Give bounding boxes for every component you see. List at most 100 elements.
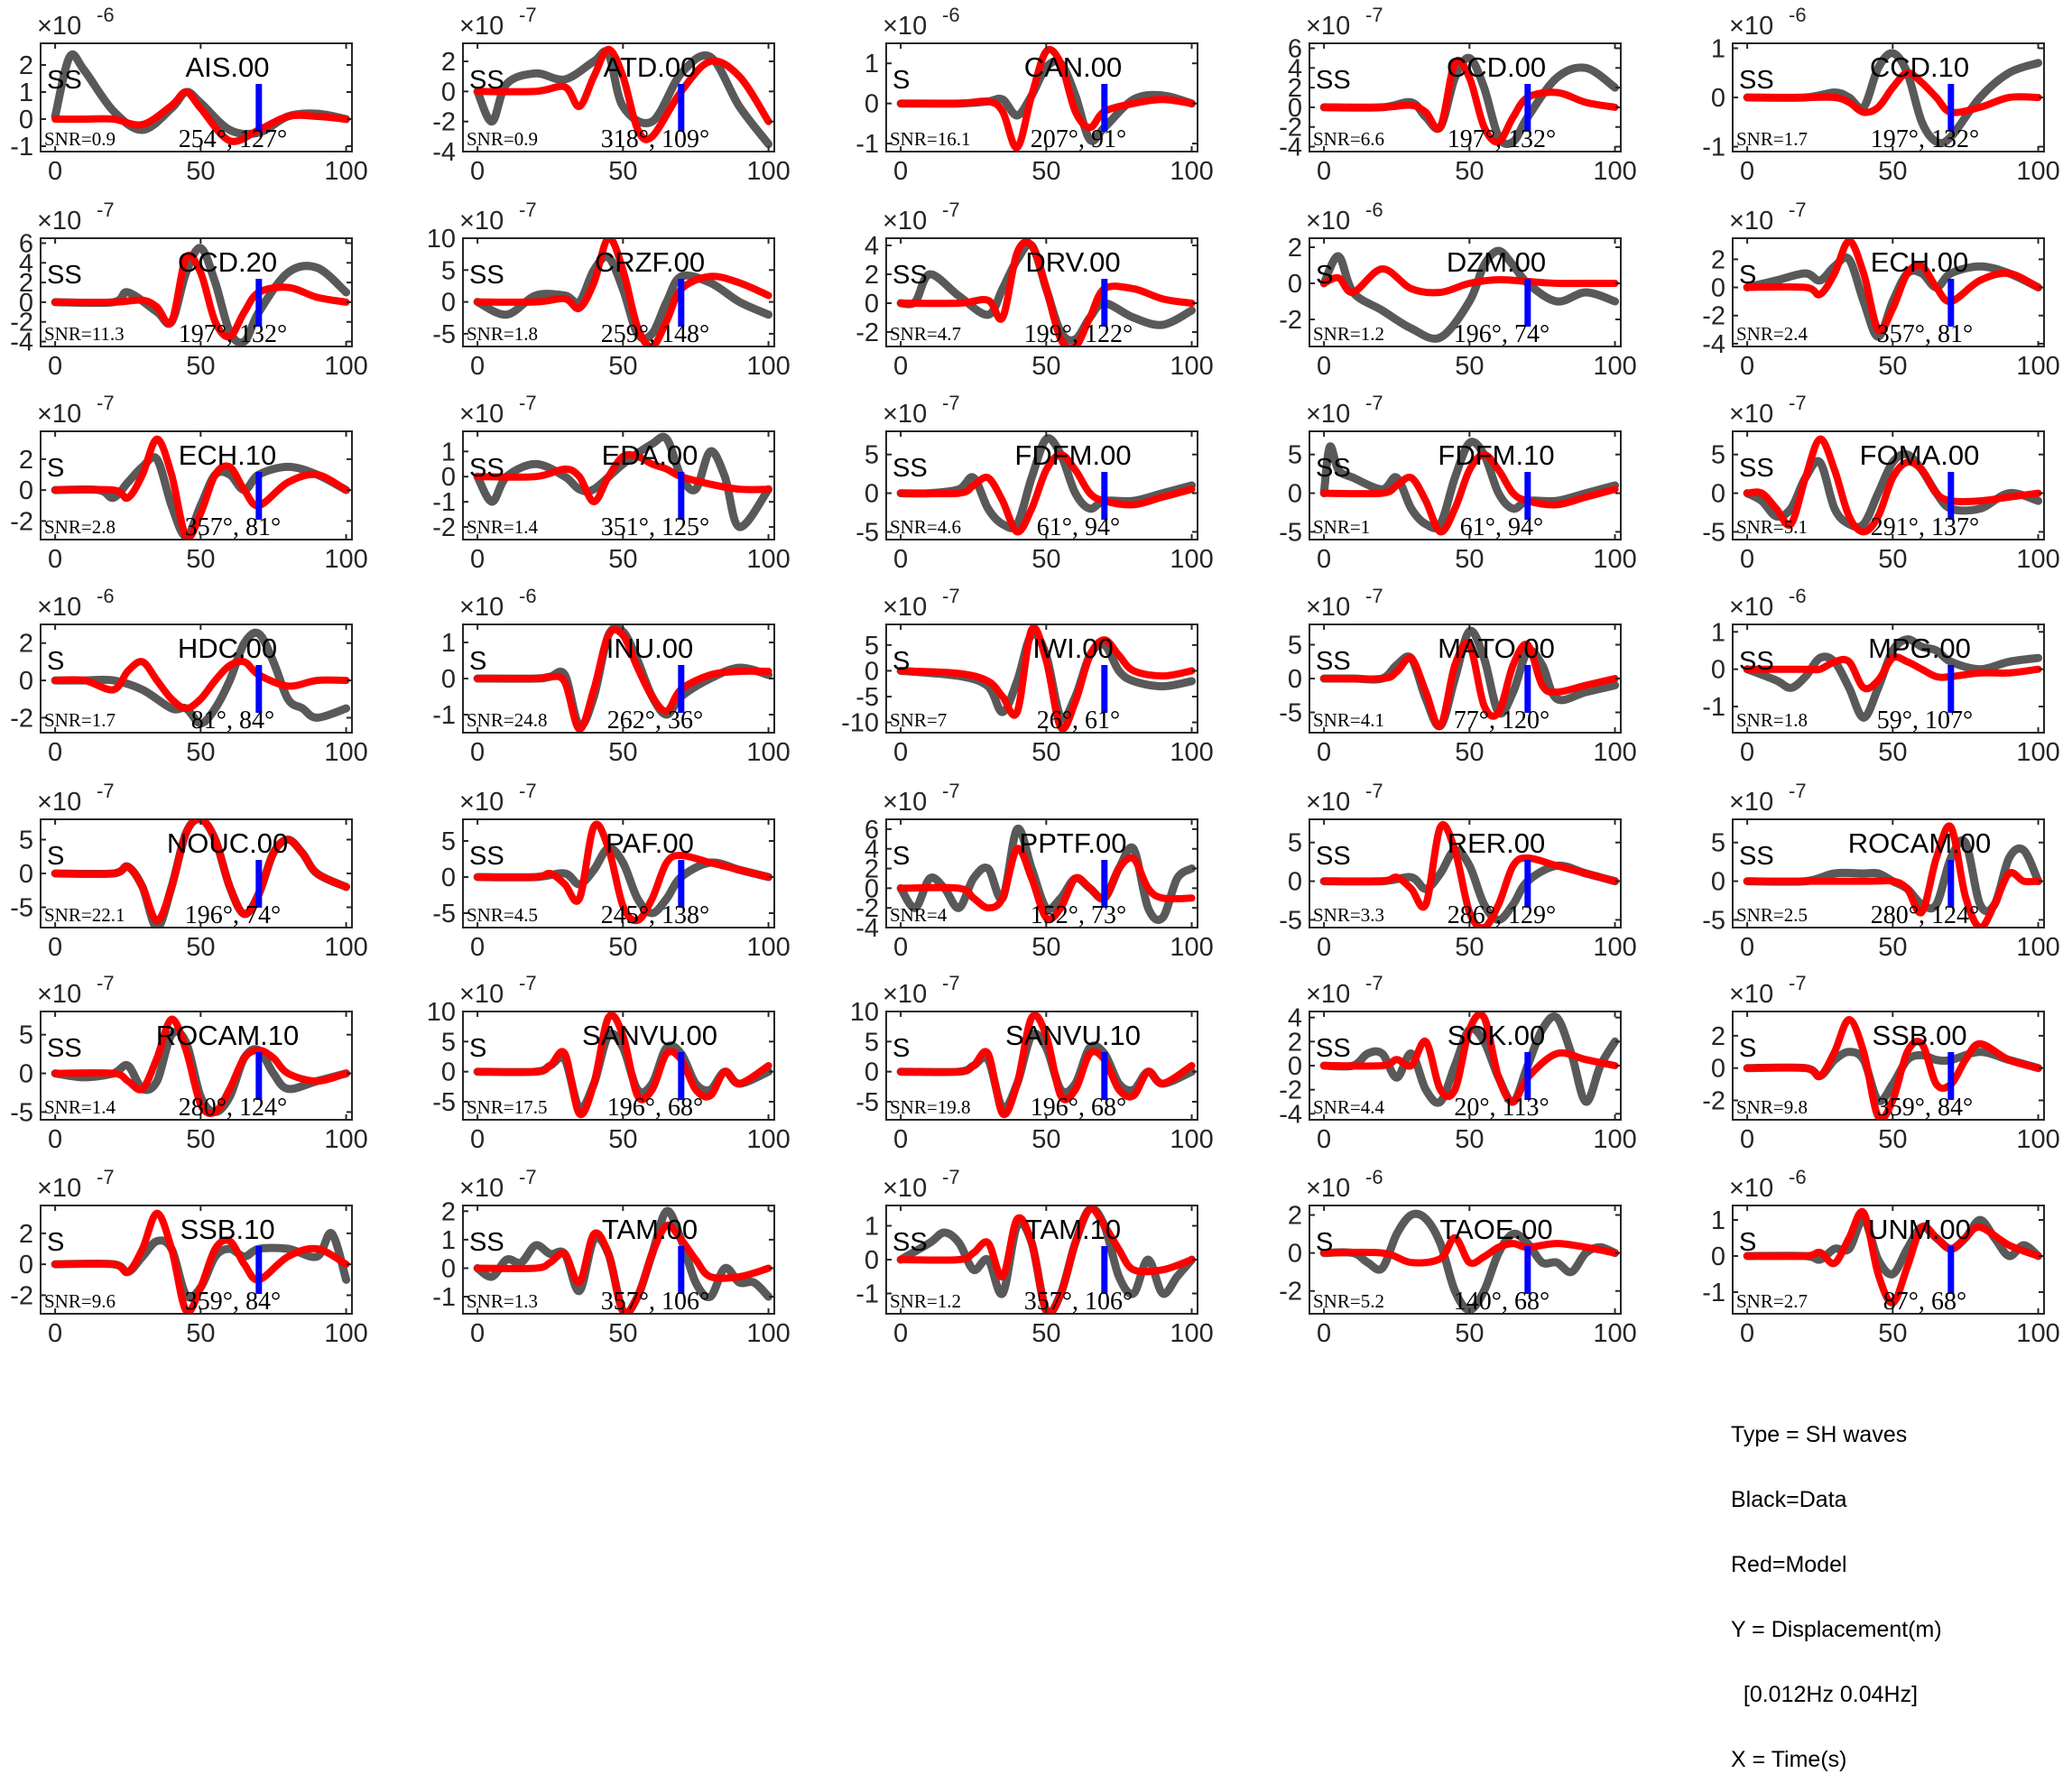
y-exponent-power: -7 bbox=[942, 585, 960, 607]
phase-label: SS bbox=[469, 454, 504, 483]
series-model-line bbox=[474, 1221, 772, 1314]
x-tick-label: 0 bbox=[1740, 933, 1754, 962]
series-data-line bbox=[1319, 1012, 1620, 1107]
y-tick-label: -2 bbox=[10, 507, 33, 536]
phase-label: S bbox=[469, 647, 486, 676]
y-tick-label: -2 bbox=[432, 513, 456, 542]
station-label: FDFM.10 bbox=[1438, 439, 1554, 471]
y-tick-label: 0 bbox=[1288, 1052, 1302, 1081]
phase-label: SS bbox=[1316, 647, 1351, 676]
phase-label: SS bbox=[1739, 66, 1774, 95]
snr-label: SNR=2.8 bbox=[44, 516, 116, 538]
y-tick-label: 5 bbox=[865, 1028, 879, 1057]
station-label: CCD.20 bbox=[178, 246, 277, 278]
y-exponent-label: ×10 bbox=[883, 788, 927, 817]
series-data-line bbox=[473, 432, 773, 531]
station-label: IWI.00 bbox=[1032, 633, 1114, 664]
x-tick-label: 100 bbox=[1170, 157, 1213, 186]
x-tick-label: 50 bbox=[608, 738, 637, 767]
y-exponent-label: ×10 bbox=[459, 400, 504, 429]
y-tick-label: 2 bbox=[19, 446, 33, 475]
y-exponent-label: ×10 bbox=[459, 980, 504, 1009]
y-tick-label: 0 bbox=[19, 106, 33, 134]
axes-frame bbox=[1732, 818, 2045, 928]
axes-frame bbox=[462, 430, 775, 540]
azimuth-takeoff-label: 357°, 81° bbox=[185, 513, 281, 541]
series-model-line bbox=[1320, 265, 1619, 297]
x-tick-label: 50 bbox=[1455, 1125, 1484, 1154]
x-tick-label: 100 bbox=[746, 738, 790, 767]
y-tick-label: 5 bbox=[441, 1028, 456, 1057]
x-tick-label: 100 bbox=[324, 545, 367, 574]
y-tick-label: -2 bbox=[856, 894, 879, 923]
snr-label: SNR=0.9 bbox=[467, 128, 538, 150]
series-model-line bbox=[51, 1209, 350, 1314]
azimuth-takeoff-label: 196°, 68° bbox=[607, 1094, 703, 1122]
panel-tam-10: 0 50 100 -1 0 1×10 -7 SS TAM.10 SNR=1.2 357°, 106° bbox=[856, 1166, 1214, 1348]
x-tick-label: 0 bbox=[48, 157, 62, 186]
axes-frame bbox=[1309, 818, 1622, 928]
snr-label: SNR=5.1 bbox=[1736, 516, 1808, 538]
y-exponent-label: ×10 bbox=[883, 980, 927, 1009]
series-model-line bbox=[897, 845, 1196, 923]
azimuth-takeoff-label: 77°, 120° bbox=[1454, 707, 1549, 734]
y-tick-label: 0 bbox=[441, 78, 456, 106]
legend-yaxis: Y = Displacement(m) bbox=[1731, 1617, 1942, 1642]
x-tick-label: 0 bbox=[48, 933, 62, 962]
x-tick-label: 50 bbox=[1455, 352, 1484, 381]
legend-band: [0.012Hz 0.04Hz] bbox=[1731, 1682, 1919, 1707]
y-tick-label: 5 bbox=[865, 441, 879, 470]
azimuth-takeoff-label: 359°, 84° bbox=[185, 1288, 281, 1316]
snr-label: SNR=4.5 bbox=[467, 904, 538, 926]
y-tick-label: 0 bbox=[19, 1060, 33, 1089]
y-tick-label: -2 bbox=[10, 309, 33, 337]
azimuth-takeoff-label: 87°, 68° bbox=[1883, 1288, 1966, 1316]
panel-rocam-00: 0 50 100 -5 0 5×10 -7 SS ROCAM.00 SNR=2.5 280°, 12… bbox=[1702, 780, 2060, 962]
y-tick-label: 2 bbox=[1711, 1022, 1725, 1051]
snr-label: SNR=1.4 bbox=[44, 1096, 116, 1118]
y-tick-label: 2 bbox=[1288, 1202, 1302, 1231]
axes-frame bbox=[1309, 430, 1622, 540]
azimuth-takeoff-label: 286°, 129° bbox=[1448, 901, 1556, 929]
axes-frame bbox=[462, 42, 775, 152]
series-model-line bbox=[51, 251, 350, 341]
x-tick-label: 0 bbox=[470, 1125, 485, 1154]
y-exponent-label: ×10 bbox=[37, 593, 81, 622]
azimuth-takeoff-label: 59°, 107° bbox=[1877, 707, 1973, 734]
phase-label: SS bbox=[893, 261, 928, 290]
azimuth-takeoff-label: 197°, 132° bbox=[179, 320, 287, 348]
panel-paf-00: 0 50 100 -5 0 5×10 -7 SS PAF.00 SNR=4.5 245°, 138° bbox=[432, 780, 791, 962]
phase-label: S bbox=[47, 842, 64, 871]
x-tick-label: 50 bbox=[1031, 1319, 1060, 1348]
y-tick-label: -2 bbox=[432, 108, 456, 137]
phase-label: S bbox=[893, 647, 910, 676]
series-model-line bbox=[897, 450, 1196, 536]
phase-label: S bbox=[1739, 1034, 1756, 1063]
azimuth-takeoff-label: 318°, 109° bbox=[601, 125, 709, 153]
x-tick-label: 0 bbox=[470, 933, 485, 962]
station-label: CCD.00 bbox=[1447, 51, 1546, 83]
station-label: FDFM.00 bbox=[1014, 439, 1131, 471]
x-tick-label: 100 bbox=[746, 157, 790, 186]
y-tick-label: 0 bbox=[865, 290, 879, 319]
y-tick-label: 0 bbox=[1288, 868, 1302, 897]
axes-frame bbox=[1309, 1205, 1622, 1315]
panel-rer-00: 0 50 100 -5 0 5×10 -7 SS RER.00 SNR=3.3 286°, 129° bbox=[1279, 780, 1637, 962]
y-tick-label: -5 bbox=[856, 683, 879, 712]
axes-frame bbox=[40, 1011, 353, 1121]
snr-label: SNR=1.2 bbox=[890, 1290, 961, 1312]
y-exponent-label: ×10 bbox=[883, 207, 927, 236]
x-tick-label: 0 bbox=[893, 157, 908, 186]
x-tick-label: 100 bbox=[1593, 933, 1636, 962]
x-tick-label: 50 bbox=[608, 352, 637, 381]
azimuth-takeoff-label: 196°, 68° bbox=[1031, 1094, 1126, 1122]
panel-dzm-00: 0 50 100 -2 0 2×10 -6 S DZM.00 SNR=1.2 196°, 74° bbox=[1279, 199, 1637, 381]
snr-label: SNR=2.4 bbox=[1736, 323, 1808, 345]
phase-label: S bbox=[893, 842, 910, 871]
series-model-line bbox=[51, 657, 350, 713]
y-tick-label: 0 bbox=[1711, 1242, 1725, 1271]
